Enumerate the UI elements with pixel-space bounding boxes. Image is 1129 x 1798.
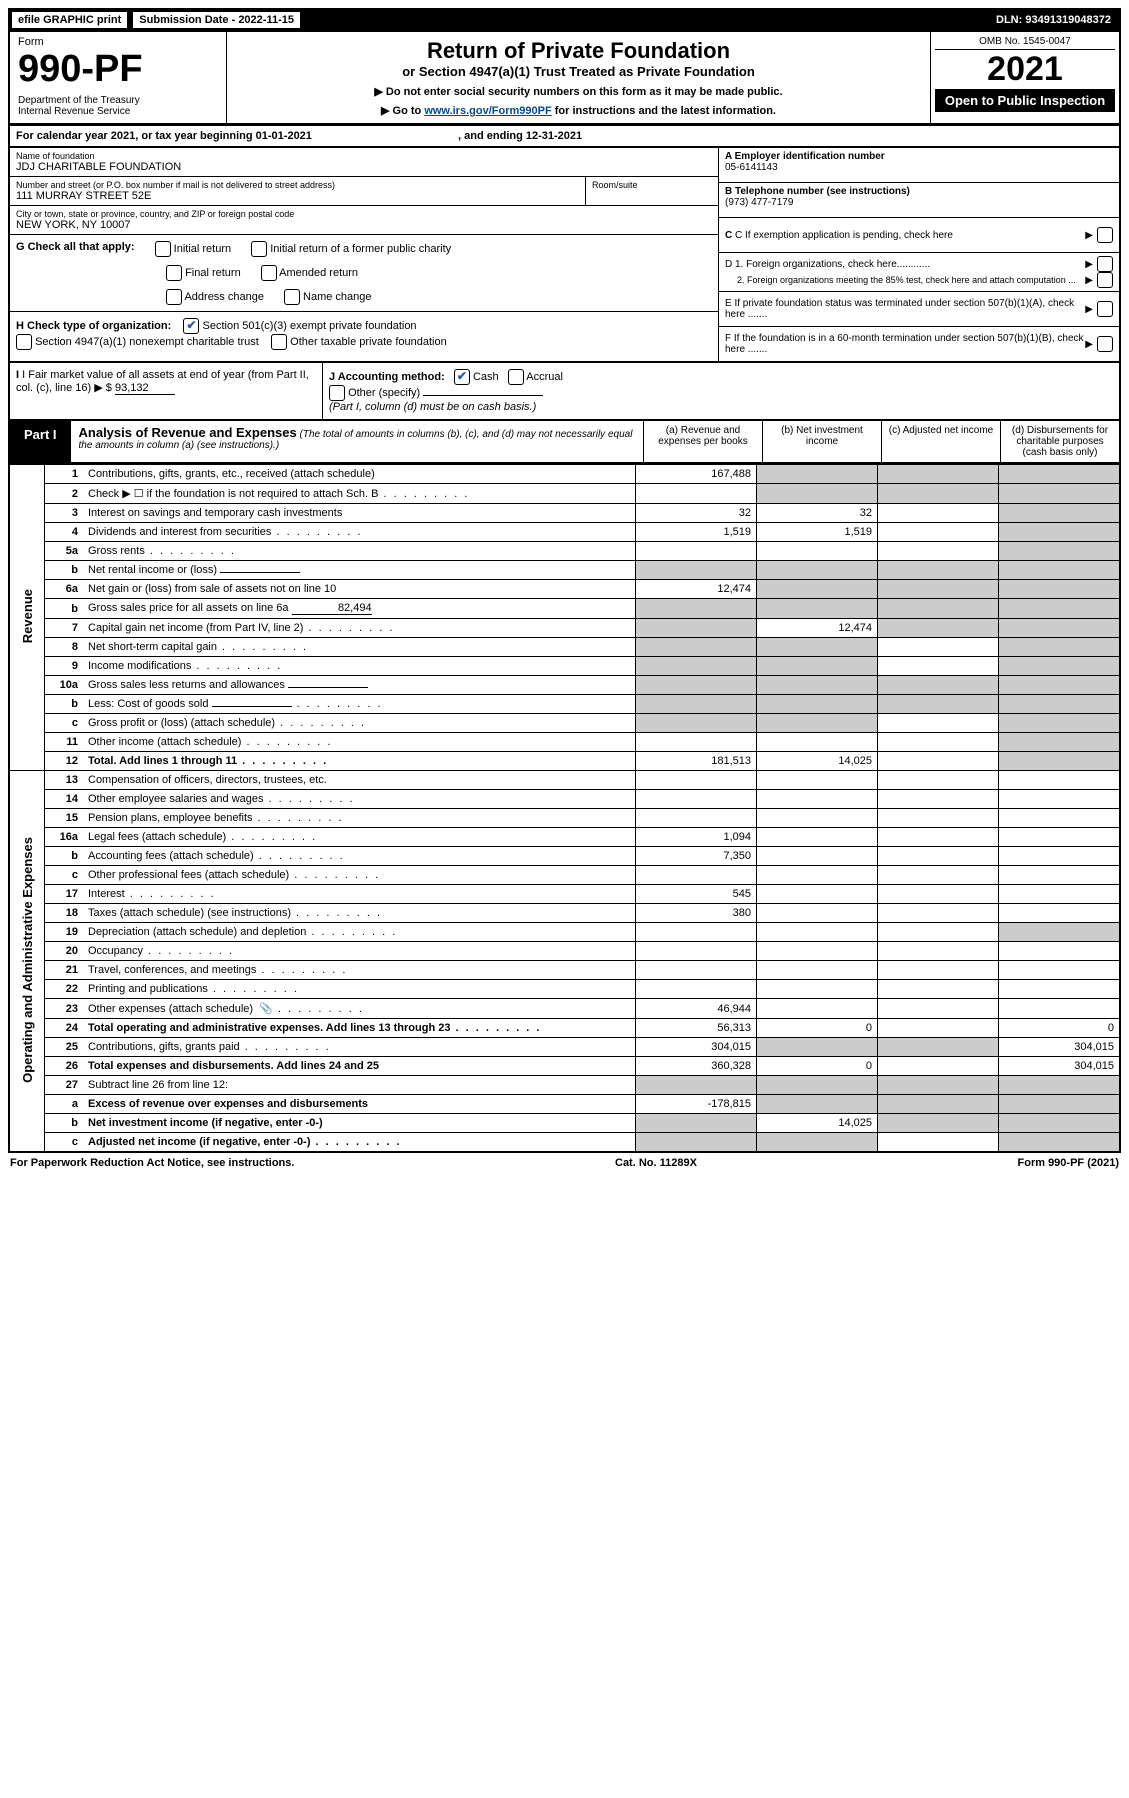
col-b: (b) Net investment income [762, 421, 881, 462]
g-final[interactable]: Final return [166, 265, 241, 281]
foundation-name-cell: Name of foundation JDJ CHARITABLE FOUNDA… [10, 148, 718, 177]
part1-header: Part I Analysis of Revenue and Expenses … [8, 421, 1121, 464]
room-cell: Room/suite [585, 177, 718, 205]
part1-desc: Analysis of Revenue and Expenses (The to… [71, 421, 643, 462]
phone-cell: B Telephone number (see instructions) (9… [719, 183, 1119, 218]
j-cell: J Accounting method: ✔ Cash Accrual Othe… [323, 363, 1119, 419]
h-501c3-check[interactable]: ✔ [183, 318, 199, 334]
address-cell: Number and street (or P.O. box number if… [10, 177, 585, 205]
note-2: ▶ Go to www.irs.gov/Form990PF for instru… [237, 104, 920, 117]
header-right: OMB No. 1545-0047 2021 Open to Public In… [930, 32, 1119, 123]
g-initial-former[interactable]: Initial return of a former public charit… [251, 241, 451, 257]
g-address[interactable]: Address change [166, 289, 264, 305]
footer-right: Form 990-PF (2021) [1018, 1157, 1120, 1169]
omb-number: OMB No. 1545-0047 [935, 36, 1115, 50]
footer: For Paperwork Reduction Act Notice, see … [8, 1153, 1121, 1173]
open-inspection: Open to Public Inspection [935, 89, 1115, 112]
dln: DLN: 93491319048372 [996, 14, 1117, 26]
efile-badge[interactable]: efile GRAPHIC print [12, 12, 127, 28]
form-header: Form 990-PF Department of the Treasury I… [8, 32, 1121, 125]
j-cash-check[interactable]: ✔ [454, 369, 470, 385]
calendar-year-row: For calendar year 2021, or tax year begi… [8, 125, 1121, 148]
j-accrual-check[interactable] [508, 369, 524, 385]
ein-cell: A Employer identification number 05-6141… [719, 148, 1119, 183]
e-check[interactable] [1097, 301, 1113, 317]
i-cell: I I Fair market value of all assets at e… [10, 363, 323, 419]
col-headers: (a) Revenue and expenses per books (b) N… [643, 421, 1119, 462]
col-c: (c) Adjusted net income [881, 421, 1000, 462]
j-other-check[interactable] [329, 385, 345, 401]
f-check[interactable] [1097, 336, 1113, 352]
f-cell: F If the foundation is in a 60-month ter… [719, 327, 1119, 361]
d2-check[interactable] [1097, 272, 1113, 288]
info-grid: Name of foundation JDJ CHARITABLE FOUNDA… [8, 148, 1121, 363]
g-name[interactable]: Name change [284, 289, 372, 305]
tax-year: 2021 [935, 50, 1115, 89]
d1-check[interactable] [1097, 256, 1113, 272]
form-title: Return of Private Foundation [237, 38, 920, 64]
footer-center: Cat. No. 11289X [615, 1157, 697, 1169]
c-cell: C C If exemption application is pending,… [719, 218, 1119, 253]
main-table: Revenue1Contributions, gifts, grants, et… [8, 464, 1121, 1153]
g-initial[interactable]: Initial return [155, 241, 232, 257]
part1-label: Part I [10, 421, 71, 462]
instructions-link[interactable]: www.irs.gov/Form990PF [424, 105, 551, 117]
header-left: Form 990-PF Department of the Treasury I… [10, 32, 227, 123]
ij-row: I I Fair market value of all assets at e… [8, 363, 1121, 421]
header-center: Return of Private Foundation or Section … [227, 32, 930, 123]
form-subtitle: or Section 4947(a)(1) Trust Treated as P… [237, 64, 920, 79]
top-bar: efile GRAPHIC print Submission Date - 20… [8, 8, 1121, 32]
d-cell: D 1. Foreign organizations, check here..… [719, 253, 1119, 292]
city-cell: City or town, state or province, country… [10, 206, 718, 235]
note-1: ▶ Do not enter social security numbers o… [237, 85, 920, 98]
col-a: (a) Revenue and expenses per books [643, 421, 762, 462]
c-check[interactable] [1097, 227, 1113, 243]
g-amended[interactable]: Amended return [261, 265, 358, 281]
g-checks: G Check all that apply: Initial return I… [10, 235, 718, 312]
department: Department of the Treasury Internal Reve… [18, 95, 218, 117]
col-d: (d) Disbursements for charitable purpose… [1000, 421, 1119, 462]
submission-date: Submission Date - 2022-11-15 [133, 12, 300, 28]
h-4947-check[interactable] [16, 334, 32, 350]
form-word: Form [18, 36, 218, 48]
footer-left: For Paperwork Reduction Act Notice, see … [10, 1157, 294, 1169]
form-number: 990-PF [18, 48, 218, 91]
h-row: H Check type of organization: ✔ Section … [10, 312, 718, 356]
e-cell: E If private foundation status was termi… [719, 292, 1119, 327]
h-other-check[interactable] [271, 334, 287, 350]
